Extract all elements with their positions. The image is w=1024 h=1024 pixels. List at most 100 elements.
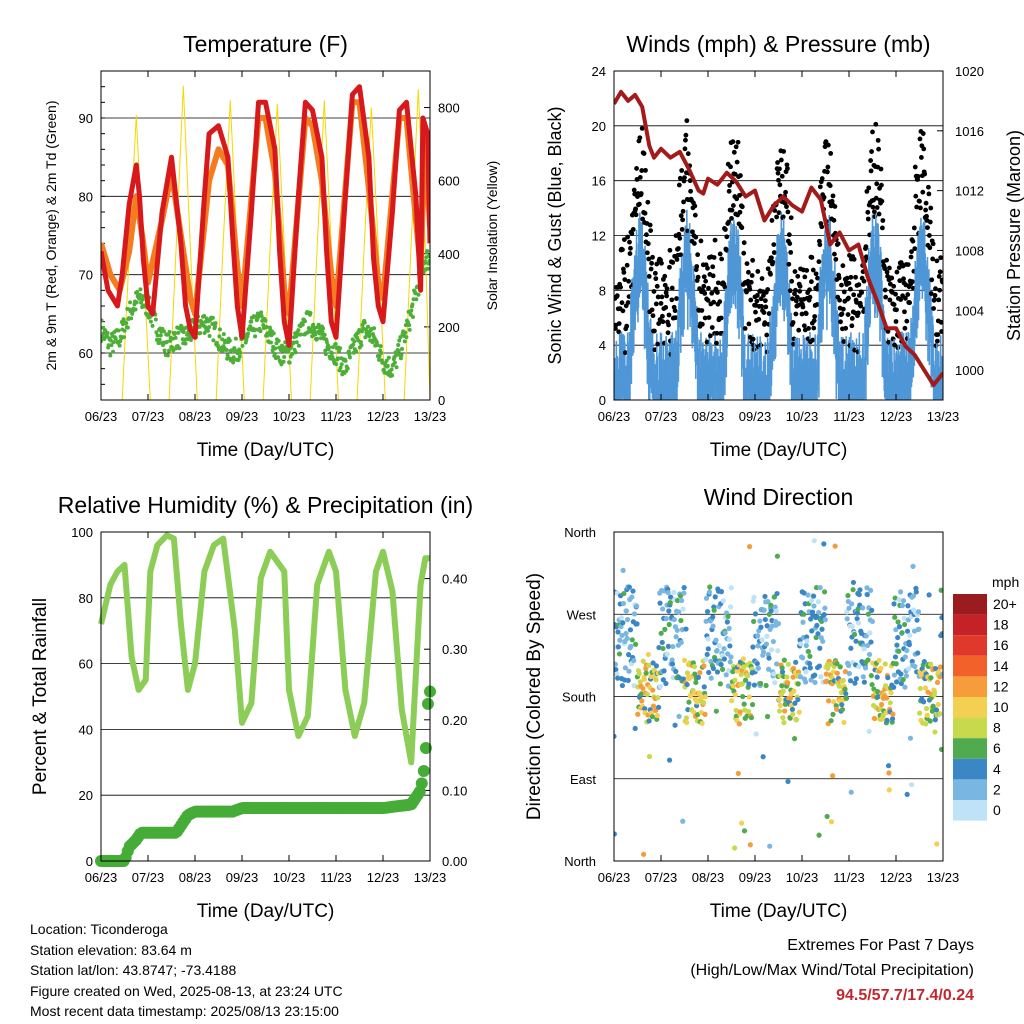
station-location: Location: Ticonderoga: [30, 921, 168, 937]
direction-point: [832, 543, 838, 549]
gust-point: [634, 166, 639, 171]
gust-point: [656, 321, 662, 327]
dewpoint-point: [333, 342, 338, 347]
y-tick-label: 0: [86, 854, 93, 869]
gust-point: [647, 222, 653, 228]
gust-point: [856, 282, 862, 288]
direction-point: [882, 661, 888, 667]
y2-tick-label: 0.40: [442, 572, 467, 587]
direction-point: [734, 668, 740, 674]
gust-point: [762, 298, 768, 304]
gust-point: [644, 250, 650, 256]
gust-point: [883, 294, 889, 300]
dewpoint-point: [227, 338, 232, 343]
direction-point: [674, 627, 680, 633]
direction-point: [735, 770, 741, 777]
direction-point: [894, 642, 900, 648]
direction-point: [699, 720, 705, 726]
colorbar-swatch: [953, 635, 987, 656]
direction-point: [784, 674, 790, 680]
gust-point: [665, 330, 671, 336]
direction-point: [785, 680, 791, 686]
direction-point: [683, 626, 689, 632]
direction-point: [714, 647, 720, 654]
direction-point: [619, 632, 625, 639]
direction-point: [773, 608, 779, 614]
colorbar-label: 6: [993, 740, 1001, 756]
dewpoint-point: [270, 348, 275, 353]
gust-point: [755, 269, 761, 274]
colorbar-swatch: [953, 697, 987, 718]
gust-point: [801, 323, 807, 329]
direction-point: [900, 677, 906, 683]
direction-point: [757, 680, 764, 687]
direction-point: [660, 606, 666, 612]
direction-point: [706, 589, 713, 595]
direction-point: [839, 702, 845, 708]
gust-point: [851, 256, 857, 262]
direction-point: [790, 711, 796, 717]
direction-point: [675, 597, 681, 604]
gust-point: [676, 231, 682, 237]
dewpoint-point: [353, 349, 358, 354]
dewpoint-point: [392, 360, 397, 365]
direction-point: [619, 682, 626, 689]
direction-point: [934, 841, 940, 847]
direction-point: [634, 621, 640, 627]
y-tick-label: 40: [79, 722, 93, 737]
gust-point: [793, 311, 799, 317]
dewpoint-point: [290, 351, 295, 356]
direction-point: [653, 663, 660, 669]
gust-point: [814, 302, 820, 307]
direction-point: [623, 630, 629, 637]
direction-point: [703, 656, 709, 662]
direction-point: [795, 681, 801, 687]
direction-point: [921, 658, 927, 665]
direction-point: [727, 643, 733, 649]
gust-point: [682, 146, 688, 152]
direction-point: [760, 754, 766, 760]
direction-point: [851, 631, 858, 638]
gust-point: [903, 295, 908, 301]
direction-point: [809, 628, 815, 634]
gust-point: [819, 176, 825, 181]
direction-point: [772, 604, 778, 610]
dewpoint-point: [165, 353, 170, 358]
gust-point: [831, 217, 837, 223]
gust-point: [858, 303, 864, 309]
gust-point: [795, 273, 801, 279]
direction-point: [627, 627, 634, 633]
direction-point: [733, 707, 739, 713]
colorbar-label: 16: [993, 637, 1009, 653]
gust-point: [653, 301, 659, 307]
gust-point: [699, 308, 705, 313]
gust-point: [727, 183, 733, 188]
direction-point: [646, 718, 652, 724]
gust-point: [868, 158, 874, 163]
gust-point: [864, 188, 870, 194]
direction-point: [805, 592, 811, 598]
dewpoint-point: [148, 319, 153, 324]
dewpoint-point: [375, 343, 380, 348]
gust-point: [633, 206, 639, 212]
direction-point: [793, 717, 800, 723]
x-tick-label: 09/23: [739, 409, 772, 424]
direction-point: [814, 622, 820, 629]
x-tick-label: 11/23: [833, 870, 865, 885]
gust-point: [794, 294, 800, 300]
gust-point: [920, 131, 926, 136]
gust-point: [667, 264, 672, 270]
direction-point: [901, 615, 907, 621]
station-latlon: Station lat/lon: 43.8747; -73.4188: [30, 962, 237, 978]
direction-point: [728, 585, 734, 591]
gust-point: [901, 276, 906, 282]
gust-point: [845, 312, 851, 317]
station-info: Location: Ticonderoga Station elevation:…: [30, 919, 343, 1022]
direction-point: [732, 692, 738, 698]
gust-point: [940, 279, 943, 285]
direction-point: [869, 607, 875, 613]
x-tick-label: 13/23: [414, 409, 447, 424]
dewpoint-point: [291, 340, 296, 345]
gust-point: [624, 323, 630, 329]
direction-point: [910, 593, 916, 599]
